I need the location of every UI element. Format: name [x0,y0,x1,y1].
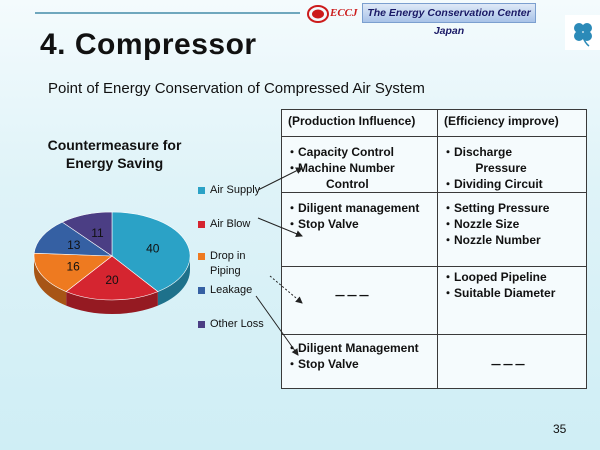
legend-label: Drop in Piping [210,250,246,277]
table-cell-production-2: ・Diligent management ・Stop Valve [286,201,420,231]
table-cell-production-3: －－－ [334,289,371,303]
org-name-banner: The Energy Conservation Center Japan [362,3,536,37]
eccj-logo-icon [306,5,366,23]
pie-label-air-blow: 20 [105,273,119,287]
table-column-divider [437,110,438,388]
slide-title: 4. Compressor [40,28,257,61]
table-cell-efficiency-3: ・Looped Pipeline ・Suitable Diameter [442,270,556,300]
table-cell-efficiency-2: ・Setting Pressure ・Nozzle Size ・Nozzle N… [442,201,550,247]
table-cell-efficiency-4: －－－ [490,358,527,372]
pie-slice-air-blow [65,255,159,301]
legend-swatch [198,221,205,228]
pie-label-drop-in-piping: 16 [67,259,81,273]
legend-label: Other Loss [210,318,264,330]
pie-side-drop-in-piping [34,256,67,306]
pie-slice-air-supply [111,211,191,292]
legend-swatch [198,287,205,294]
page-number: 35 [553,422,567,436]
legend-label: Leakage [210,284,253,296]
pie-label-leakage: 13 [67,238,81,252]
org-abbrev: ECCJ [330,7,358,19]
table-row-divider [282,136,586,137]
pie-slice-leakage [33,221,114,257]
pie-slice-other-loss [61,211,113,257]
legend-swatch [198,187,205,194]
legend-label: Air Blow [210,218,251,230]
legend-label: Air Supply [210,184,261,196]
table-cell-efficiency-1: ・Discharge Pressure ・Dividing Circuit [442,145,543,191]
pie-label-other-loss: 11 [91,226,104,240]
table-row-divider [282,192,586,193]
pie-slice-drop-in-piping [33,252,113,292]
table-row-divider [282,334,586,335]
pie-side-air-blow [66,291,158,314]
chart-title: Countermeasure for Energy Saving [47,137,182,171]
table-cell-production-1: ・Capacity Control ・Machine Number Contro… [286,145,395,191]
pie-side-air-supply [157,256,190,306]
table-header-production: (Production Influence) [288,114,416,128]
header-rule [35,12,300,14]
table-header-efficiency: (Efficiency improve) [444,114,559,128]
countermeasure-table: (Production Influence) (Efficiency impro… [281,109,587,389]
clover-logo-icon [565,15,600,50]
slide-subtitle: Point of Energy Conservation of Compress… [48,80,425,97]
table-row-divider [282,266,586,267]
legend-swatch [198,321,205,328]
pie-label-air-supply: 40 [146,242,160,256]
legend-swatch [198,253,205,260]
table-cell-production-4: ・Diligent Management ・Stop Valve [286,341,419,371]
